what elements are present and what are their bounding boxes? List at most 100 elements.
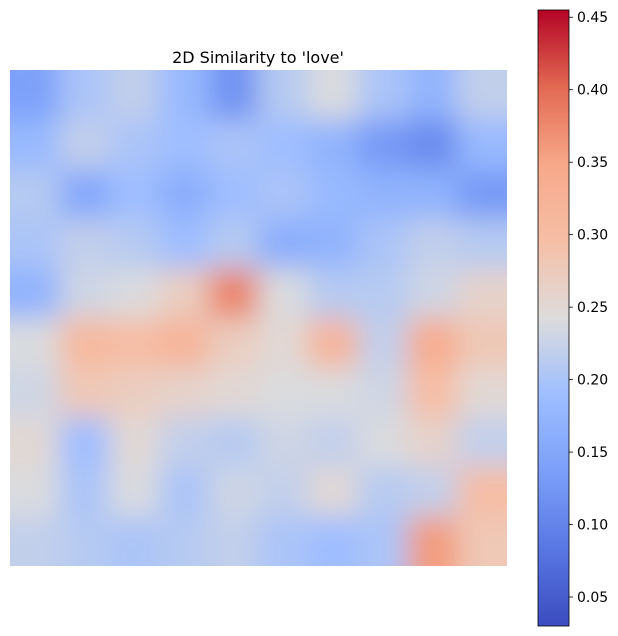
heatmap-cell xyxy=(10,119,61,170)
heatmap-cell xyxy=(159,417,210,468)
heatmap-cell xyxy=(258,417,309,468)
heatmap-cell xyxy=(208,119,259,170)
colorbar-tick-label: 0.45 xyxy=(577,10,608,26)
heatmap-cell xyxy=(457,516,507,566)
heatmap-cell xyxy=(357,466,409,517)
heatmap-cell xyxy=(10,169,61,220)
heatmap-cell xyxy=(457,367,507,418)
heatmap-cell xyxy=(407,367,458,418)
heatmap-cell xyxy=(208,169,259,220)
heatmap-cell xyxy=(10,367,61,418)
colorbar-tick-label: 0.15 xyxy=(577,445,608,461)
colorbar-tick-label: 0.25 xyxy=(577,300,608,316)
heatmap-cell xyxy=(357,119,409,170)
heatmap-cell xyxy=(10,318,61,369)
heatmap-cell xyxy=(407,119,458,170)
heatmap-cell xyxy=(59,318,110,369)
heatmap-cell xyxy=(308,268,359,319)
heatmap-cell xyxy=(208,218,259,269)
heatmap-cell xyxy=(109,466,160,517)
heatmap-cell xyxy=(159,218,210,269)
heatmap-cell xyxy=(457,218,507,269)
colorbar-tick-label: 0.10 xyxy=(577,518,608,534)
heatmap-cell xyxy=(407,417,458,468)
heatmap-cell xyxy=(208,318,259,369)
heatmap-cell xyxy=(208,516,259,566)
heatmap-cell xyxy=(208,466,259,517)
heatmap-cell xyxy=(258,268,309,319)
heatmap-cell xyxy=(357,70,409,121)
heatmap-cell xyxy=(258,169,309,220)
heatmap-cell xyxy=(10,516,61,566)
heatmap-cell xyxy=(407,70,458,121)
heatmap-cell xyxy=(109,70,160,121)
heatmap-cell xyxy=(407,466,458,517)
heatmap-cell xyxy=(457,268,507,319)
heatmap-cell xyxy=(258,367,309,418)
heatmap-cell xyxy=(159,367,210,418)
colorbar-tick-label: 0.05 xyxy=(577,590,608,606)
heatmap-cell xyxy=(159,70,210,121)
heatmap-cell xyxy=(457,169,507,220)
colorbar-tick-label: 0.35 xyxy=(577,155,608,171)
heatmap-cell xyxy=(159,318,210,369)
heatmap-cell xyxy=(208,417,259,468)
heatmap-cell xyxy=(59,70,110,121)
heatmap-cell xyxy=(208,268,259,319)
heatmap-cell xyxy=(258,318,309,369)
heatmap-cell xyxy=(407,268,458,319)
heatmap-cell xyxy=(457,318,507,369)
heatmap-cell xyxy=(109,318,160,369)
heatmap-cell xyxy=(457,119,507,170)
heatmap-cell xyxy=(308,70,359,121)
heatmap-cell xyxy=(159,119,210,170)
heatmap-cell xyxy=(357,367,409,418)
heatmap-cells xyxy=(10,70,507,566)
heatmap-cell xyxy=(159,516,210,566)
heatmap-cell xyxy=(357,516,409,566)
heatmap-cell xyxy=(59,218,110,269)
heatmap-cell xyxy=(10,218,61,269)
heatmap-cell xyxy=(457,417,507,468)
heatmap-cell xyxy=(457,466,507,517)
heatmap-cell xyxy=(308,516,359,566)
heatmap-cell xyxy=(109,367,160,418)
heatmap-cell xyxy=(407,169,458,220)
heatmap-cell xyxy=(109,119,160,170)
heatmap-cell xyxy=(308,318,359,369)
heatmap-cell xyxy=(59,367,110,418)
colorbar-tick-label: 0.20 xyxy=(577,373,608,389)
heatmap-cell xyxy=(258,119,309,170)
colorbar-tick-label: 0.40 xyxy=(577,83,608,99)
heatmap-cell xyxy=(109,417,160,468)
heatmap-cell xyxy=(407,516,458,566)
heatmap-cell xyxy=(357,318,409,369)
heatmap-cell xyxy=(258,70,309,121)
heatmap-cell xyxy=(308,367,359,418)
heatmap-cell xyxy=(10,466,61,517)
heatmap-cell xyxy=(208,367,259,418)
heatmap-cell xyxy=(407,318,458,369)
heatmap-cell xyxy=(258,516,309,566)
heatmap-cell xyxy=(59,466,110,517)
heatmap-cell xyxy=(109,516,160,566)
heatmap-cell xyxy=(109,169,160,220)
heatmap-cell xyxy=(159,268,210,319)
heatmap-cell xyxy=(59,119,110,170)
heatmap-cell xyxy=(59,169,110,220)
heatmap-cell xyxy=(10,417,61,468)
heatmap-cell xyxy=(357,218,409,269)
heatmap-cell xyxy=(10,70,61,121)
heatmap-cell xyxy=(59,516,110,566)
heatmap-cell xyxy=(59,417,110,468)
heatmap-cell xyxy=(258,466,309,517)
heatmap-cell xyxy=(208,70,259,121)
colorbar-ticks: 0.05 0.10 0.15 0.20 0.25 0.30 0.35 0.40 0.45 xyxy=(569,10,608,606)
colorbar-tick-label: 0.30 xyxy=(577,228,608,244)
heatmap-cell xyxy=(109,218,160,269)
heatmap-cell xyxy=(407,218,458,269)
heatmap-cell xyxy=(159,169,210,220)
heatmap-cell xyxy=(308,417,359,468)
heatmap-cell xyxy=(308,466,359,517)
